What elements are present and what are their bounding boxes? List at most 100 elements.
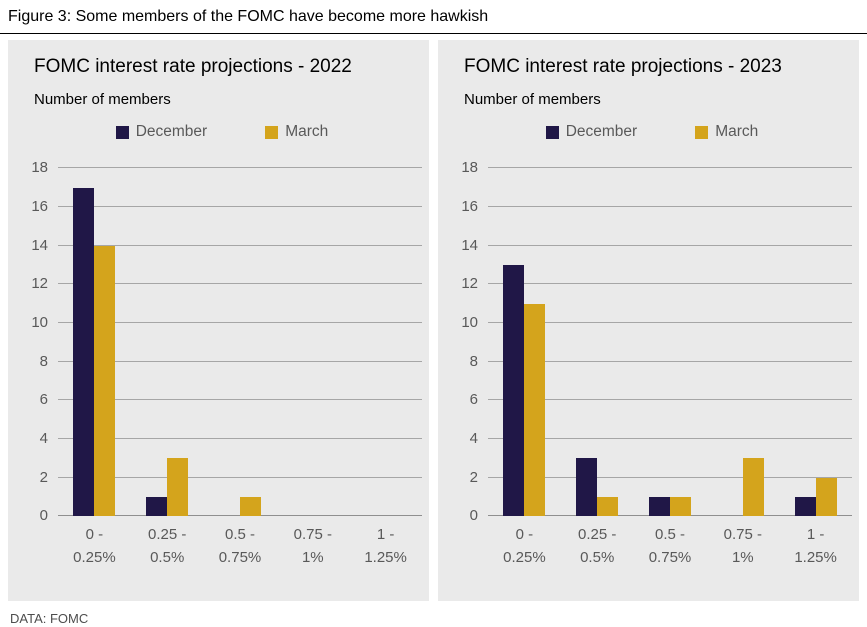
gridline: [58, 167, 422, 169]
chart-subtitle: Number of members: [464, 91, 601, 109]
gridline: [58, 244, 422, 246]
gridline: [488, 437, 852, 439]
bar-december: [73, 187, 95, 517]
x-axis-category-label: 1 - 1.25%: [794, 526, 837, 567]
y-axis-tick-label: 4: [39, 429, 48, 447]
y-axis-tick-label: 8: [469, 352, 478, 370]
data-source: DATA: FOMC: [10, 611, 89, 626]
y-axis-tick-label: 0: [39, 507, 48, 525]
chart-panel-2023: FOMC interest rate projections - 2023 Nu…: [438, 40, 859, 601]
bar-march: [597, 496, 619, 517]
bar-group: [58, 168, 131, 517]
gridline: [488, 399, 852, 401]
bar-december: [794, 496, 816, 517]
bar-march: [815, 477, 837, 517]
bar-groups: [488, 168, 852, 517]
plot-area: [58, 167, 422, 517]
chart-title: FOMC interest rate projections - 2023: [464, 56, 782, 77]
legend-swatch-december: [115, 125, 129, 139]
gridline: [58, 360, 422, 362]
gridline: [58, 476, 422, 478]
charts-row: FOMC interest rate projections - 2022 Nu…: [8, 40, 859, 601]
gridline: [58, 321, 422, 323]
legend-item-march: March: [265, 123, 328, 141]
legend-swatch-december: [545, 125, 559, 139]
bar-march: [742, 458, 764, 517]
legend-item-march: March: [695, 123, 758, 141]
gridline: [58, 283, 422, 285]
legend-item-december: December: [115, 123, 208, 141]
gridline: [488, 283, 852, 285]
bar-group: [561, 168, 634, 517]
bar-group: [276, 168, 349, 516]
bar-december: [146, 496, 168, 517]
gridline: [58, 437, 422, 439]
figure-title: Figure 3: Some members of the FOMC have …: [8, 8, 489, 25]
y-axis-tick-label: 18: [31, 159, 48, 177]
x-axis-category-label: 1 - 1.25%: [364, 526, 407, 567]
gridline: [58, 399, 422, 401]
bar-group: [131, 168, 204, 517]
gridline: [58, 205, 422, 207]
y-axis-tick-label: 6: [469, 391, 478, 409]
x-axis-category-label: 0.25 - 0.5%: [578, 526, 617, 567]
y-axis-tick-label: 16: [461, 197, 478, 215]
bar-group: [488, 168, 561, 517]
legend-label-december: December: [135, 123, 208, 141]
chart-plot: 0 2 4 6 8 10 12 14 16 18: [20, 159, 424, 524]
gridline: [488, 321, 852, 323]
chart-title: FOMC interest rate projections - 2022: [34, 56, 352, 77]
y-axis-tick-label: 18: [461, 159, 478, 177]
x-axis-category-label: 0 - 0.25%: [503, 526, 546, 567]
x-axis-category-label: 0 - 0.25%: [73, 526, 116, 567]
legend-label-march: March: [285, 123, 329, 141]
y-axis-tick-label: 4: [469, 429, 478, 447]
gridline: [488, 167, 852, 169]
y-axis-tick-label: 14: [31, 236, 48, 254]
bar-group: [779, 168, 852, 517]
chart-panel-2022: FOMC interest rate projections - 2022 Nu…: [8, 40, 429, 601]
y-axis-tick-label: 10: [31, 313, 48, 331]
bar-group: [634, 168, 707, 517]
x-axis-category-label: 0.25 - 0.5%: [148, 526, 187, 567]
bar-march: [167, 458, 189, 517]
gridline: [488, 205, 852, 207]
bar-march: [239, 496, 261, 517]
y-axis-tick-label: 6: [39, 391, 48, 409]
plot-area: [488, 167, 852, 517]
x-axis-labels: 0 - 0.25% 0.25 - 0.5% 0.5 - 0.75% 0.75 - 1%…: [488, 523, 852, 570]
y-axis-tick-label: 2: [469, 468, 478, 486]
chart-legend: December March: [450, 123, 854, 141]
legend-swatch-march: [695, 125, 709, 139]
y-axis-tick-label: 16: [31, 197, 48, 215]
bar-march: [669, 496, 691, 517]
y-axis-tick-label: 14: [461, 236, 478, 254]
x-axis-category-label: 0.5 - 0.75%: [648, 526, 692, 567]
legend-label-december: December: [565, 123, 638, 141]
x-axis-category-label: 0.75 - 1%: [293, 526, 332, 567]
y-axis-tick-label: 12: [31, 275, 48, 293]
y-axis-tick-label: 2: [39, 468, 48, 486]
gridline: [488, 476, 852, 478]
bar-march: [524, 303, 546, 517]
gridline: [488, 244, 852, 246]
title-divider: [0, 33, 867, 34]
bar-group: [706, 168, 779, 517]
bar-march: [94, 245, 116, 517]
legend-item-december: December: [545, 123, 638, 141]
legend-label-march: March: [715, 123, 759, 141]
x-axis-labels: 0 - 0.25% 0.25 - 0.5% 0.5 - 0.75% 0.75 - 1%…: [58, 523, 422, 570]
y-axis-tick-label: 10: [461, 313, 478, 331]
bar-group: [349, 168, 422, 516]
gridline: [488, 360, 852, 362]
y-axis-tick-label: 12: [461, 275, 478, 293]
y-axis-tick-label: 8: [39, 352, 48, 370]
bar-december: [503, 264, 525, 517]
bar-groups: [58, 168, 422, 517]
chart-subtitle: Number of members: [34, 91, 171, 109]
chart-plot: 0 2 4 6 8 10 12 14 16 18: [450, 159, 854, 524]
y-axis-tick-label: 0: [469, 507, 478, 525]
bar-december: [648, 496, 670, 517]
x-axis-category-label: 0.5 - 0.75%: [218, 526, 262, 567]
